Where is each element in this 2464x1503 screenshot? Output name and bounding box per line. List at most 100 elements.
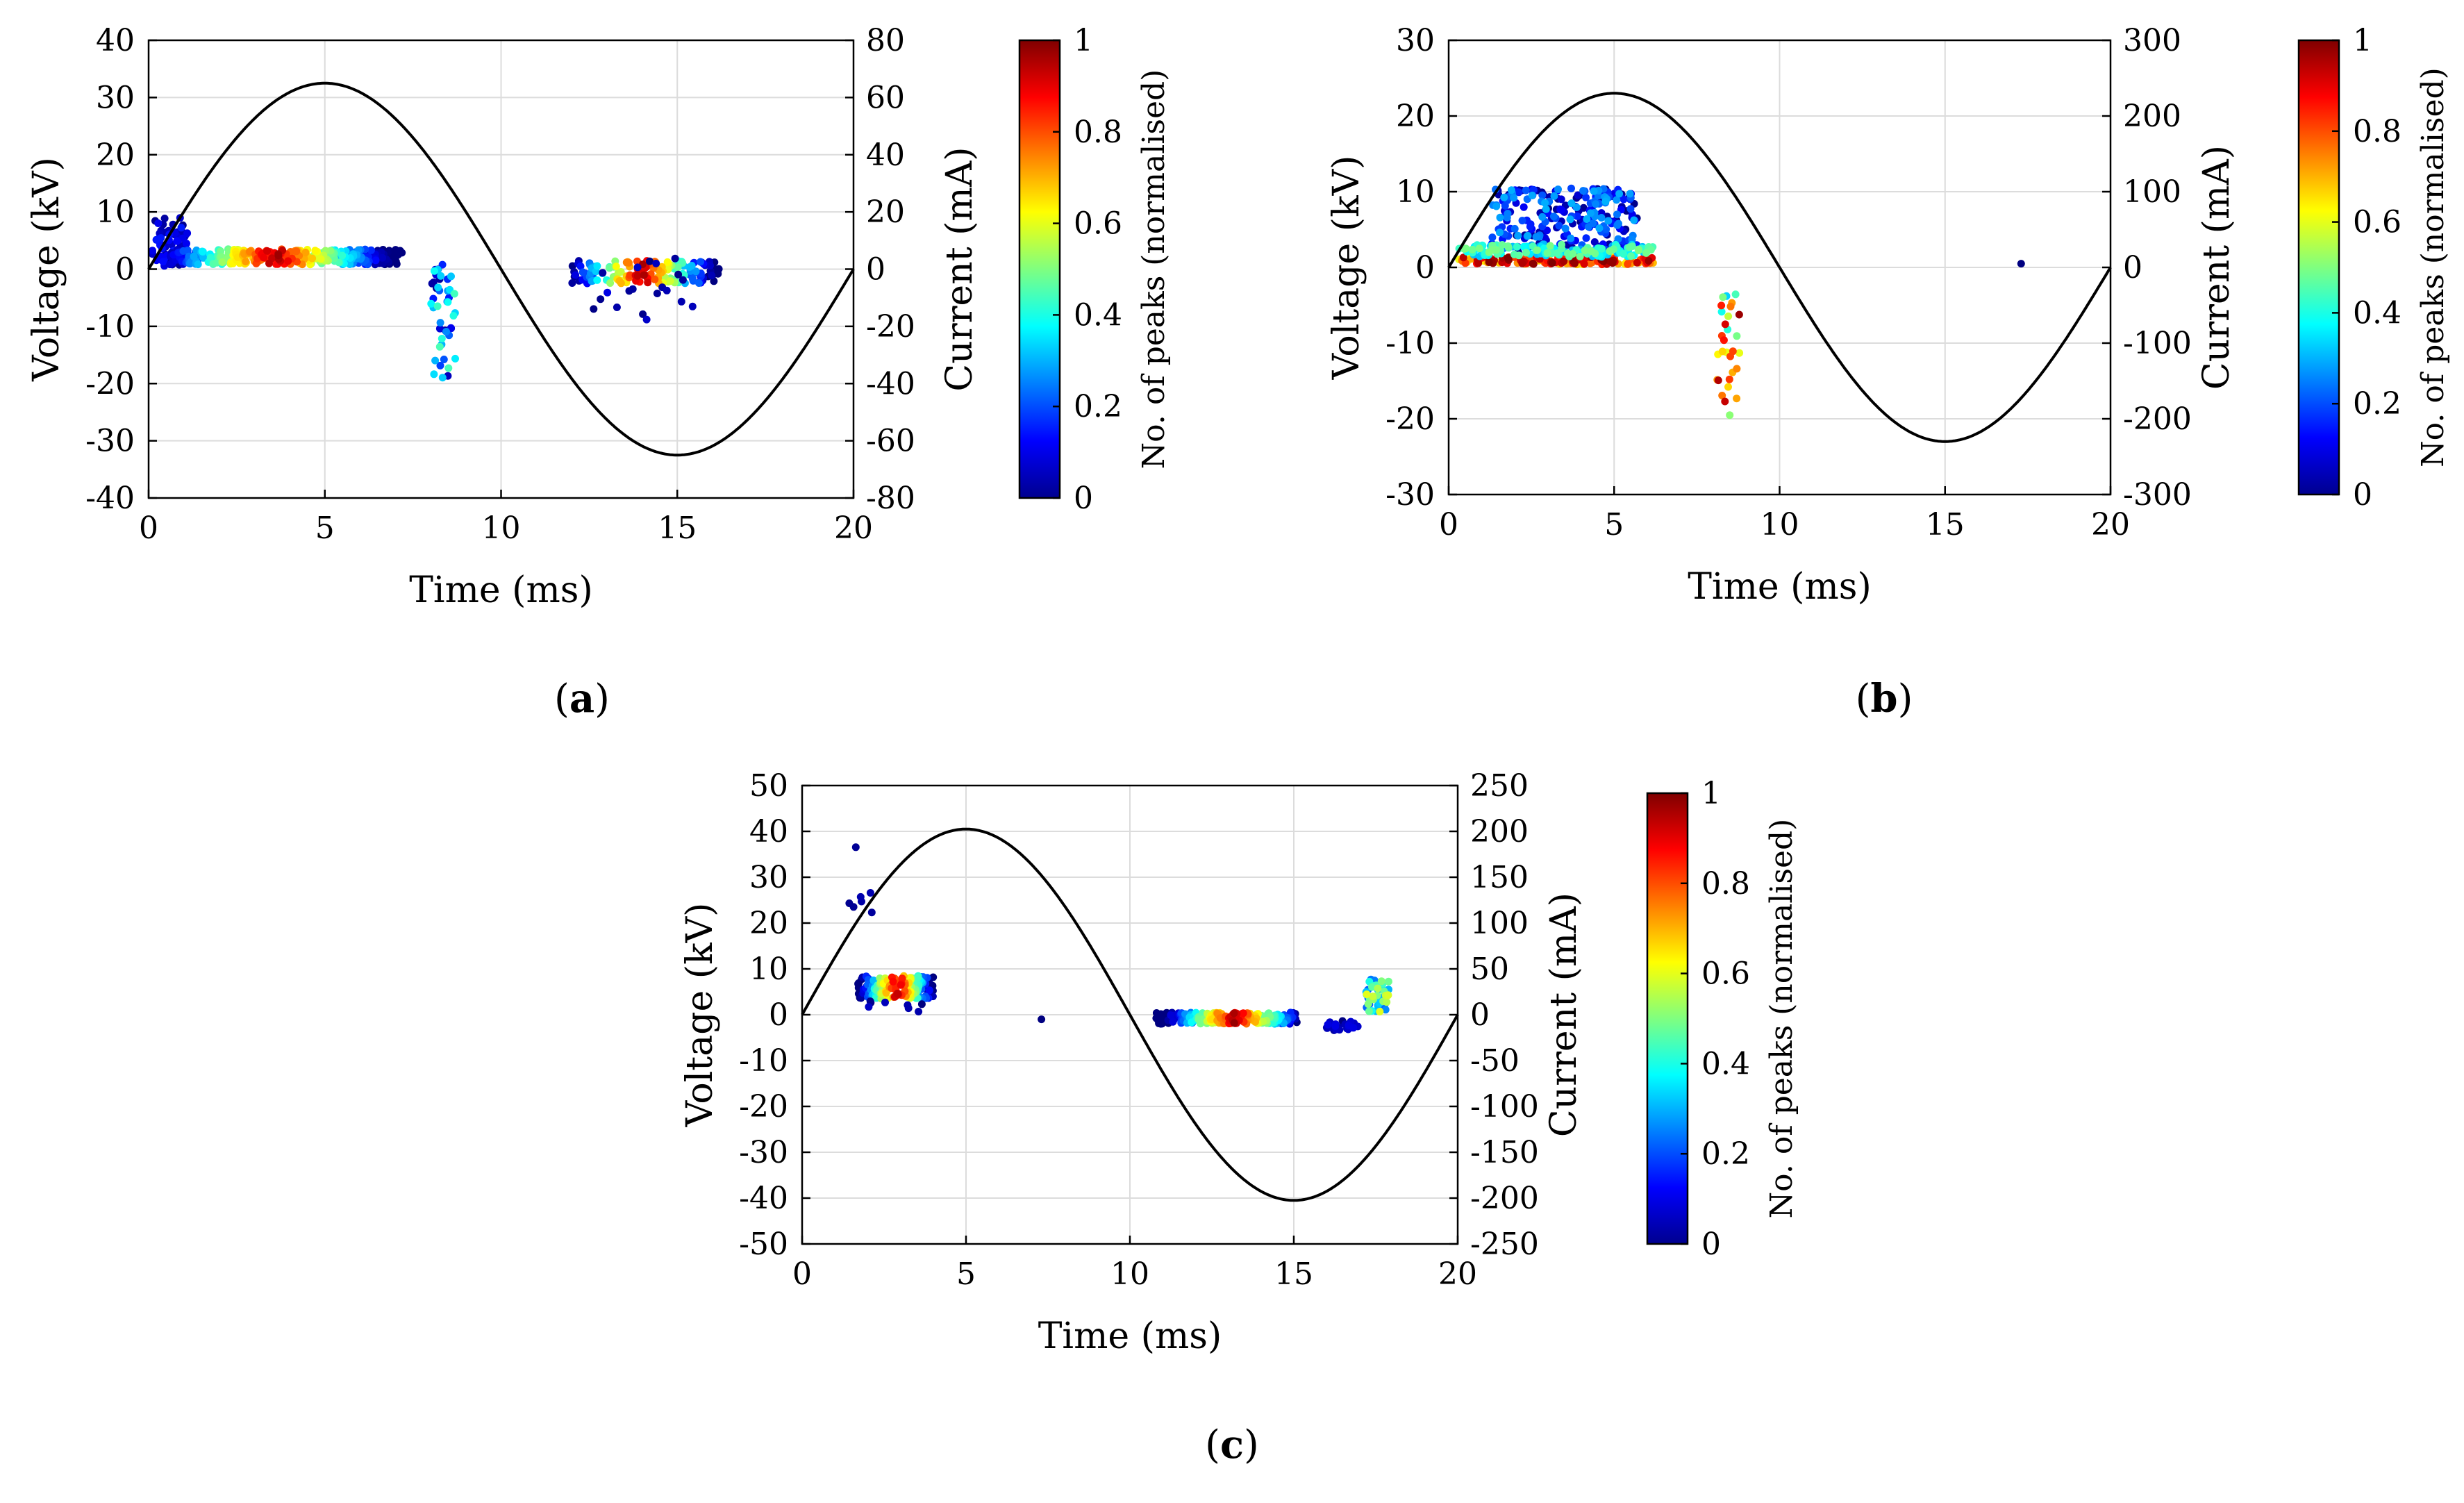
right-y-tick-label: 50 [1470, 952, 1509, 987]
scatter-point [444, 364, 453, 372]
scatter-point [1549, 213, 1558, 221]
voltage-sine-curve [801, 827, 1459, 1202]
scatter-point [159, 258, 167, 266]
scatter-point [1475, 244, 1483, 253]
scatter-point [1331, 1022, 1340, 1030]
scatter-point [1620, 250, 1627, 258]
scatter-point [433, 302, 442, 310]
scatter-point [1633, 258, 1641, 267]
right-y-tick-label: 100 [1470, 906, 1529, 941]
scatter-point [218, 258, 226, 266]
colorbar-tick-label: 0.4 [1701, 1046, 1750, 1081]
scatter-point [1558, 240, 1565, 249]
scatter-point [677, 297, 685, 306]
right-y-tick-label: -300 [2123, 477, 2192, 513]
scatter-point [671, 254, 679, 263]
voltage-sine-curve [147, 81, 855, 457]
left-y-tick-label: 20 [1396, 99, 1435, 134]
scatter-point [1589, 219, 1597, 228]
scatter-point [663, 258, 672, 266]
scatter-point [437, 272, 445, 280]
colorbar-label: No. of peaks (normalised) [1764, 819, 1799, 1219]
scatter-point [1152, 1009, 1160, 1017]
colorbar-tick-label: 0.4 [2353, 295, 2401, 331]
scatter-point [629, 285, 637, 293]
scatter-point [338, 251, 347, 260]
scatter-point [1582, 193, 1590, 201]
scatter-point [1533, 246, 1541, 254]
scatter-point [679, 276, 687, 284]
scatter-point [1365, 1007, 1373, 1015]
scatter-point [160, 215, 169, 222]
scatter-point [1595, 224, 1604, 233]
left-y-tick-label: 30 [749, 860, 788, 895]
colorbar-tick-label: 1 [2353, 23, 2372, 58]
right-y-tick-label: -80 [866, 481, 915, 516]
left-y-tick-label: -40 [739, 1181, 788, 1216]
scatter-point [568, 279, 576, 287]
scatter-point [1230, 1019, 1238, 1027]
scatter-point [194, 260, 202, 269]
scatter-point [606, 279, 615, 287]
scatter-point [697, 258, 705, 266]
panel-letter: b [1870, 676, 1897, 722]
scatter-point [1522, 249, 1530, 257]
scatter-point [633, 272, 642, 280]
scatter-point [617, 279, 625, 288]
colorbar-ticks: 0 0.2 0.4 0.6 0.8 1 [1681, 776, 1750, 1262]
scatter-point [317, 255, 325, 263]
x-axis-ticks: 0 5 10 15 20 [792, 1236, 1477, 1292]
x-tick-label: 15 [658, 510, 697, 546]
scatter-point [177, 224, 185, 232]
scatter-point [1733, 395, 1741, 403]
right-y-tick-label: -60 [866, 424, 915, 459]
scatter-point [599, 269, 607, 277]
scatter-point [431, 356, 440, 365]
scatter-point [1504, 242, 1512, 250]
x-axis-label: Time (ms) [1038, 1315, 1222, 1357]
scatter-point [1620, 195, 1628, 204]
scatter-point [311, 247, 319, 255]
scatter-point [1613, 196, 1621, 204]
colorbar-tick-label: 1 [1074, 23, 1093, 58]
scatter-point [1626, 205, 1635, 213]
scatter-point [1555, 222, 1563, 230]
scatter-point [1383, 998, 1391, 1006]
left-y-tick-label: 30 [1396, 23, 1435, 58]
colorbar-tick-label: 0.2 [1701, 1136, 1750, 1172]
scatter-point [646, 257, 654, 265]
scatter-point [1538, 213, 1547, 221]
colorbar-ticks: 0 0.2 0.4 0.6 0.8 1 [2332, 23, 2401, 513]
scatter-point [1038, 1015, 1046, 1024]
scatter-point [1522, 186, 1530, 194]
scatter-point [603, 288, 612, 297]
scatter-point [1645, 257, 1653, 265]
scatter-point [851, 843, 860, 852]
left-y-tick-label: -20 [85, 366, 135, 401]
x-tick-label: 15 [1926, 507, 1965, 542]
scatter-point [917, 1000, 926, 1008]
scatter-point [1627, 252, 1635, 260]
colorbar [1646, 792, 1689, 1245]
scatter-point [882, 989, 890, 997]
scatter-point [1615, 190, 1624, 198]
scatter-point [436, 319, 444, 327]
scatter-point [199, 254, 208, 262]
scatter-point [914, 973, 922, 981]
scatter-point [593, 262, 601, 270]
scatter-point [1721, 397, 1729, 406]
left-y-tick-label: 0 [115, 252, 135, 288]
scatter-point [1731, 290, 1740, 299]
scatter-point [1518, 259, 1526, 267]
scatter-point [1608, 259, 1617, 267]
left-y-tick-label: 20 [749, 906, 788, 941]
scatter-point [1546, 242, 1554, 250]
scatter-point [1581, 247, 1589, 255]
scatter-point [1614, 235, 1622, 243]
scatter-point [576, 262, 585, 270]
scatter-point [597, 295, 605, 304]
right-y-tick-label: 200 [1470, 814, 1529, 849]
scatter-point [1520, 203, 1528, 211]
